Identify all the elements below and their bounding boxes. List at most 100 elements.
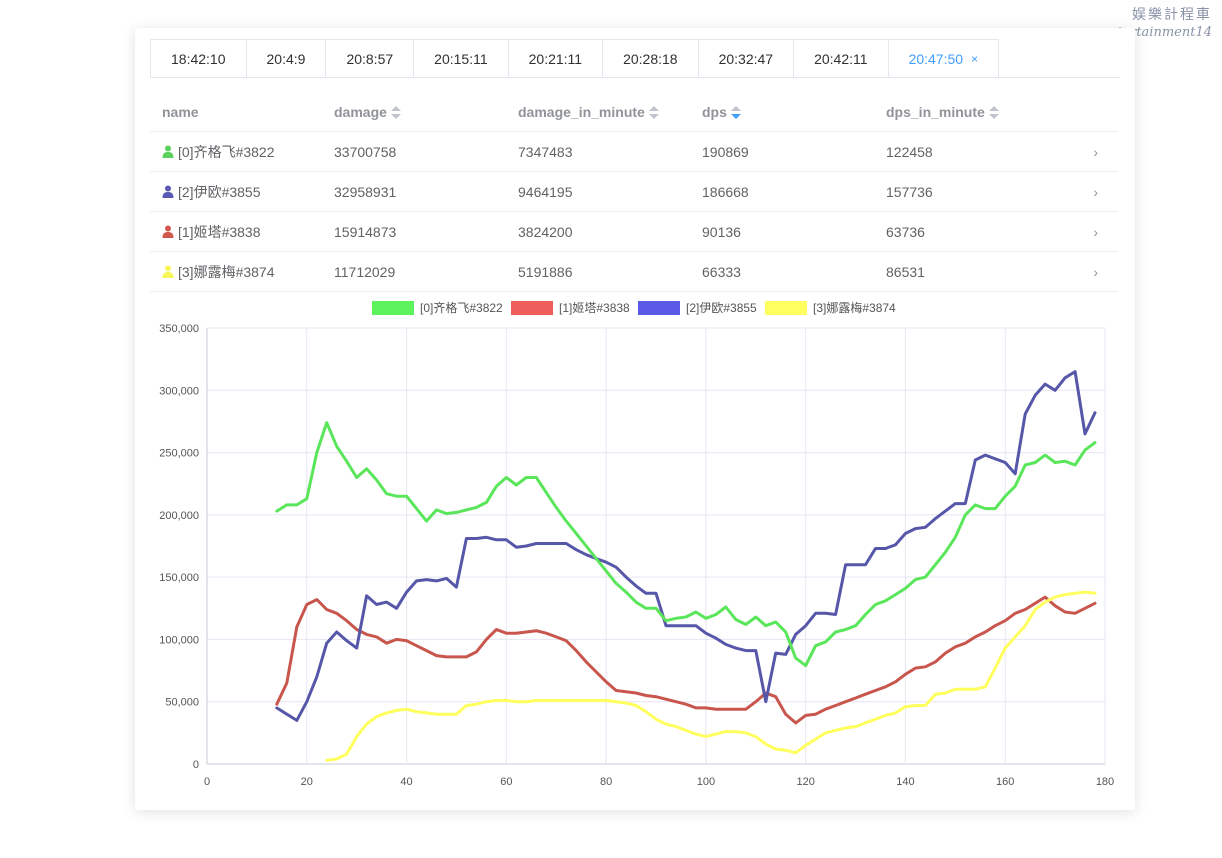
header-label: dps_in_minute: [886, 103, 985, 120]
tab-label: 20:15:11: [434, 50, 488, 67]
y-tick-label: 300,000: [159, 385, 199, 397]
tab-session-2[interactable]: 20:8:57: [326, 39, 415, 78]
tab-session-5[interactable]: 20:28:18: [603, 39, 699, 78]
tab-session-3[interactable]: 20:15:11: [414, 39, 509, 78]
close-tab-icon[interactable]: ×: [971, 51, 979, 66]
dps-line-chart: 0 50,000 100,000 150,000 200,000 250,000 300,0…: [159, 300, 1114, 788]
tab-label: 18:42:10: [171, 50, 226, 67]
dps-card: 18:42:10 20:4:9 20:8:57 20:15:11 20:21:1…: [135, 28, 1135, 810]
cell-name: [0]齐格飞#3822: [150, 131, 322, 172]
cell-dps: 186668: [690, 171, 874, 212]
x-tick-label: 40: [400, 776, 412, 788]
cell-dps: 190869: [690, 131, 874, 172]
header-expand: [1058, 93, 1118, 132]
x-tick-label: 60: [500, 776, 512, 788]
legend-swatch: [765, 301, 807, 315]
cell-dps-in-minute: 86531: [874, 251, 1058, 292]
x-tick-label: 20: [301, 776, 313, 788]
header-name: name: [150, 93, 322, 132]
cell-damage: 33700758: [322, 131, 506, 172]
legend-label: [0]齐格飞#3822: [420, 300, 503, 315]
cell-dps: 66333: [690, 251, 874, 292]
header-dps-in-minute[interactable]: dps_in_minute: [874, 93, 1058, 132]
header-label: name: [162, 104, 199, 120]
header-label: damage_in_minute: [518, 103, 645, 120]
sort-icon[interactable]: [988, 106, 999, 120]
tab-session-0[interactable]: 18:42:10: [150, 39, 247, 78]
cell-damage: 15914873: [322, 211, 506, 252]
expand-row-icon[interactable]: ›: [1058, 171, 1118, 212]
cell-name: [3]娜露梅#3874: [150, 251, 322, 292]
table-row[interactable]: [2]伊欧#3855 32958931 9464195 186668 157736 ›: [150, 171, 1118, 212]
table-row[interactable]: [0]齐格飞#3822 33700758 7347483 190869 122458 ›: [150, 131, 1118, 172]
series-line: [275, 421, 1097, 668]
cell-damage: 11712029: [322, 251, 506, 292]
y-tick-label: 350,000: [159, 323, 199, 335]
header-label: dps: [702, 103, 727, 120]
tab-label: 20:21:11: [528, 50, 583, 67]
x-tick-label: 100: [697, 776, 715, 788]
x-tick-label: 0: [204, 776, 210, 788]
legend-swatch: [372, 301, 414, 315]
cell-dps-in-minute: 157736: [874, 171, 1058, 212]
sort-desc-active-icon[interactable]: [730, 106, 741, 120]
user-icon: [162, 265, 174, 278]
x-tick-label: 120: [796, 776, 814, 788]
tab-label: 20:47:50: [908, 50, 964, 67]
tab-session-1[interactable]: 20:4:9: [246, 39, 327, 78]
expand-row-icon[interactable]: ›: [1058, 131, 1118, 172]
tab-label: 20:42:11: [814, 50, 868, 67]
sort-icon[interactable]: [390, 106, 401, 120]
tabs-divider: [150, 77, 1120, 78]
x-tick-label: 180: [1096, 776, 1114, 788]
user-icon: [162, 225, 174, 238]
user-icon: [162, 185, 174, 198]
y-tick-label: 200,000: [159, 510, 199, 522]
session-tabs: 18:42:10 20:4:9 20:8:57 20:15:11 20:21:1…: [150, 39, 1000, 78]
sort-icon[interactable]: [648, 106, 659, 120]
header-damage[interactable]: damage: [322, 93, 506, 132]
expand-row-icon[interactable]: ›: [1058, 211, 1118, 252]
cell-dps-in-minute: 122458: [874, 131, 1058, 172]
expand-row-icon[interactable]: ›: [1058, 251, 1118, 292]
player-name: [1]姬塔#3838: [178, 223, 261, 240]
header-label: damage: [334, 103, 387, 120]
tab-session-6[interactable]: 20:32:47: [698, 39, 795, 78]
legend-label: [1]姬塔#3838: [559, 301, 630, 315]
y-tick-label: 150,000: [159, 572, 199, 584]
series-line: [275, 595, 1097, 725]
header-damage-in-minute[interactable]: damage_in_minute: [506, 93, 690, 132]
series-line: [275, 370, 1097, 722]
watermark-title: 娱樂計程車: [1132, 7, 1212, 23]
tab-label: 20:32:47: [718, 50, 774, 67]
cell-damage-in-minute: 5191886: [506, 251, 690, 292]
table-row[interactable]: [1]姬塔#3838 15914873 3824200 90136 63736 ›: [150, 211, 1118, 252]
player-name: [3]娜露梅#3874: [178, 263, 275, 280]
cell-name: [1]姬塔#3838: [150, 211, 322, 252]
tab-session-7[interactable]: 20:42:11: [794, 39, 889, 78]
legend-swatch: [638, 301, 680, 315]
x-tick-label: 160: [996, 776, 1014, 788]
player-name: [0]齐格飞#3822: [178, 143, 275, 160]
cell-damage: 32958931: [322, 171, 506, 212]
y-tick-label: 50,000: [165, 697, 199, 709]
cell-dps-in-minute: 63736: [874, 211, 1058, 252]
user-icon: [162, 145, 174, 158]
cell-dps: 90136: [690, 211, 874, 252]
header-dps[interactable]: dps: [690, 93, 874, 132]
damage-table: name damage damage_in_minute dps dps_in_…: [150, 93, 1118, 292]
series-line: [325, 590, 1097, 762]
tab-label: 20:8:57: [346, 50, 394, 67]
tab-session-8-active[interactable]: 20:47:50 ×: [888, 39, 1000, 78]
tab-label: 20:4:9: [266, 50, 306, 67]
cell-damage-in-minute: 9464195: [506, 171, 690, 212]
x-tick-label: 140: [896, 776, 914, 788]
tab-session-4[interactable]: 20:21:11: [508, 39, 604, 78]
y-tick-label: 100,000: [159, 634, 199, 646]
cell-name: [2]伊欧#3855: [150, 171, 322, 212]
table-row[interactable]: [3]娜露梅#3874 11712029 5191886 66333 86531 ›: [150, 251, 1118, 292]
legend-label: [2]伊欧#3855: [686, 301, 757, 315]
y-tick-label: 250,000: [159, 448, 199, 460]
cell-damage-in-minute: 3824200: [506, 211, 690, 252]
x-tick-label: 80: [600, 776, 612, 788]
